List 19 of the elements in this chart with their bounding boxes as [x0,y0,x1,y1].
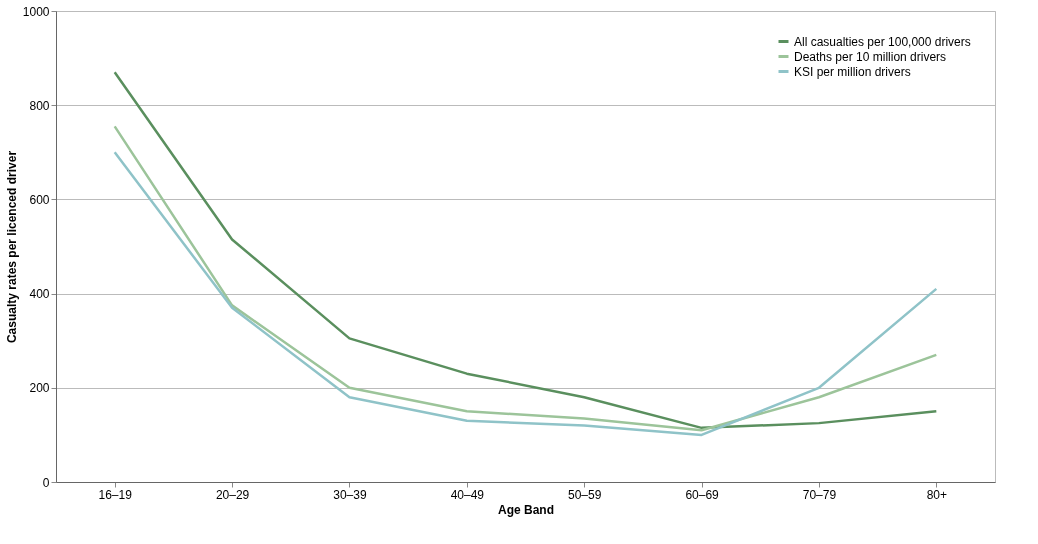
y-tick-label: 800 [29,98,50,113]
legend-label: All casualties per 100,000 drivers [794,34,971,49]
y-tick-label: 200 [29,381,50,396]
legend-label: KSI per million drivers [794,64,911,79]
y-tick-label: 600 [29,192,50,207]
x-tick-label: 20–29 [215,487,250,502]
x-tick-label: 16–19 [98,487,133,502]
legend-label: Deaths per 10 million drivers [794,49,947,64]
y-axis-title: Casualty rates per licenced driver [4,150,19,344]
x-tick-label: 30–39 [333,487,367,502]
x-tick-label: 70–79 [802,487,837,502]
y-tick-label: 400 [29,287,50,302]
x-tick-label: 40–49 [450,487,485,502]
y-tick-label: 0 [42,475,50,490]
y-tick-label: 1000 [22,4,50,19]
x-tick-label: 50–59 [568,487,602,502]
x-tick-label: 80+ [926,487,947,502]
x-tick-label: 60–69 [685,487,720,502]
x-axis-title: Age Band [497,502,555,517]
